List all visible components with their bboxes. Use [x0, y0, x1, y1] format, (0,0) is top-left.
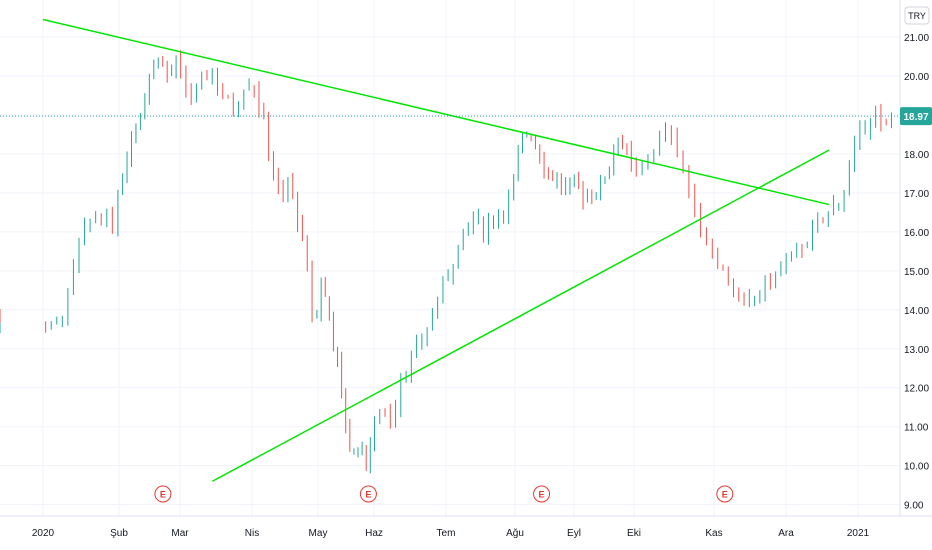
earnings-marker-label: E	[722, 490, 728, 500]
earnings-marker-icon[interactable]	[359, 485, 377, 503]
time-tick-label: 2020	[32, 528, 55, 539]
trendlines[interactable]	[42, 18, 830, 482]
time-tick-label: 2021	[847, 528, 870, 539]
price-axis[interactable]: 21.0020.0019.0018.0017.0016.0015.0014.00…	[899, 0, 929, 516]
time-tick-label: Mar	[171, 528, 189, 539]
last-price-value: 18.97	[903, 112, 928, 123]
trendline-upper[interactable]	[42, 18, 830, 206]
trendline-lower[interactable]	[212, 149, 830, 482]
time-tick-label: Ağu	[506, 528, 524, 539]
time-tick-label: May	[309, 528, 328, 539]
price-tick-label: 21.00	[904, 33, 929, 44]
price-tick-label: 14.00	[904, 306, 929, 317]
earnings-marker-icon[interactable]	[533, 485, 551, 503]
currency-code: TRY	[908, 11, 926, 21]
candles	[0, 50, 892, 474]
price-tick-label: 20.00	[904, 72, 929, 83]
price-tick-label: 16.00	[904, 228, 929, 239]
price-tick-label: 13.00	[904, 345, 929, 356]
currency-badge-box	[904, 6, 930, 25]
time-tick-label: Kas	[705, 528, 722, 539]
earnings-marker-label: E	[539, 490, 545, 500]
price-tick-label: 9.00	[904, 501, 924, 512]
grid	[0, 0, 900, 516]
time-tick-label: Nis	[245, 528, 259, 539]
time-tick-label: Ara	[778, 528, 794, 539]
time-tick-label: Haz	[365, 528, 383, 539]
time-tick-label: Tem	[437, 528, 456, 539]
earnings-marker-label: E	[365, 490, 371, 500]
earnings-marker-label: E	[160, 490, 166, 500]
price-tick-label: 15.00	[904, 267, 929, 278]
time-tick-label: Şub	[110, 528, 128, 539]
price-tick-label: 18.00	[904, 150, 929, 161]
earnings-marker-icon[interactable]	[716, 485, 734, 503]
last-price-badge: 18.97	[900, 107, 932, 126]
earnings-marker-icon[interactable]	[154, 485, 172, 503]
time-tick-label: Eki	[627, 528, 641, 539]
time-tick-label: Eyl	[567, 528, 581, 539]
currency-badge[interactable]: TRY	[904, 6, 930, 25]
price-tick-label: 10.00	[904, 462, 929, 473]
price-tick-label: 11.00	[904, 423, 929, 434]
price-tick-label: 17.00	[904, 189, 929, 200]
last-price-box	[900, 107, 932, 126]
time-axis[interactable]: 2020 Şub Mar Nis May Haz Tem Ağu Eyl Eki Kas Ara 202…	[0, 515, 932, 539]
price-tick-label: 12.00	[904, 384, 929, 395]
